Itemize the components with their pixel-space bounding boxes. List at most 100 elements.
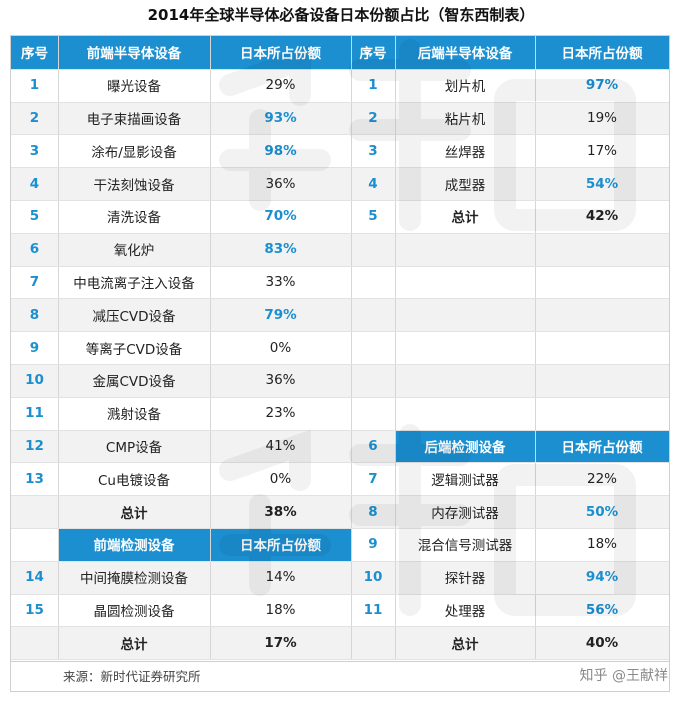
japan-share-value: 83% [264,241,297,258]
equipment-name: CMP设备 [105,439,163,456]
equipment-name: 中电流离子注入设备 [73,275,195,292]
header-back-equipment: 后端半导体设备 [395,36,535,69]
row-divider [11,134,669,136]
row-index: 11 [363,601,383,618]
row-background [11,593,351,627]
table-title: 2014年全球半导体必备设备日本份额占比（智东西制表） [147,6,535,24]
row-index: 4 [29,175,40,192]
row-background [11,429,351,463]
japan-share-value: 70% [264,208,297,225]
row-background [11,364,351,397]
row-background [351,265,669,299]
row-index: 2 [368,109,378,126]
japan-share-value: 0% [269,339,292,356]
row-background [351,200,669,233]
row-background [11,626,351,660]
japan-share-value: 54% [585,175,619,192]
equipment-name: 电子束描画设备 [86,111,182,128]
japan-share-value: 97% [585,77,619,94]
row-divider [11,396,669,398]
row-index: 6 [368,437,378,454]
row-divider [11,429,669,431]
row-divider [11,626,669,628]
column-divider [351,36,352,660]
total-share-value: 42% [585,208,619,225]
row-background [11,331,351,364]
equipment-name: 涂布/显影设备 [91,144,177,161]
header-japan-share: 日本所占份额 [535,36,669,69]
row-background [11,298,351,332]
row-divider [11,265,669,267]
table-frame [10,35,670,662]
row-index: 12 [25,437,44,454]
row-divider [11,167,669,169]
equipment-name: 清洗设备 [107,210,161,227]
total-label: 总计 [120,636,148,653]
row-background [11,68,351,102]
japan-share-value: 79% [264,306,297,323]
equipment-name: 减压CVD设备 [92,308,176,325]
row-background [11,134,351,168]
header-index: 序号 [351,36,395,69]
row-background [11,396,351,430]
row-index: 7 [29,273,40,290]
row-index: 5 [368,208,378,225]
equipment-name: 等离子CVD设备 [85,341,183,358]
header-japan-share: 日本所占份额 [210,36,351,69]
equipment-name: 成型器 [444,177,486,194]
equipment-name: 划片机 [444,79,486,96]
equipment-name: 探针器 [444,571,486,588]
row-divider [11,659,669,661]
row-background [351,462,669,496]
header-japan-share: 日本所占份额 [210,528,351,561]
row-index: 13 [25,470,44,487]
row-divider [11,593,669,595]
japan-share-value: 94% [585,569,619,586]
header-front-inspection: 前端检测设备 [58,528,210,561]
equipment-name: 晶圆检测设备 [93,603,175,620]
column-divider [395,36,396,660]
japan-share-value: 98% [264,142,297,159]
row-index: 6 [29,241,40,258]
row-divider [11,200,669,201]
japan-share-value: 17% [586,142,617,159]
row-background [351,593,669,627]
japan-share-value: 36% [265,372,296,389]
row-index: 4 [368,175,378,192]
total-share-value: 17% [264,634,297,651]
equipment-name: 中间掩膜检测设备 [80,571,188,588]
total-label: 总计 [120,505,148,522]
total-share-value: 40% [585,634,619,651]
row-background [351,364,669,397]
japan-share-value: 29% [265,77,296,94]
row-background [11,495,351,528]
japan-share-value: 0% [269,470,292,487]
row-divider [11,528,669,529]
row-divider [11,462,669,464]
total-share-value: 38% [264,503,297,520]
row-divider [11,101,669,103]
header-index: 序号 [11,36,58,69]
row-index: 7 [368,470,378,487]
equipment-name: 内存测试器 [431,505,499,522]
row-index: 8 [368,503,378,520]
row-index: 11 [25,405,44,422]
row-background [351,134,669,168]
column-divider [210,36,211,660]
row-background [351,560,669,594]
row-background [11,167,351,200]
japan-share-value: 93% [264,109,297,126]
equipment-name: 混合信号测试器 [417,538,513,555]
japan-share-value: 23% [265,405,296,422]
total-label: 总计 [451,210,479,227]
row-index: 5 [29,208,40,225]
row-index: 3 [368,142,378,159]
row-index: 9 [29,339,40,356]
row-index: 3 [29,142,40,159]
column-divider [58,36,59,660]
equipment-name: 粘片机 [444,111,486,128]
row-background [351,101,669,135]
row-background [11,232,351,266]
row-divider [11,68,669,70]
japan-share-value: 50% [585,503,619,520]
